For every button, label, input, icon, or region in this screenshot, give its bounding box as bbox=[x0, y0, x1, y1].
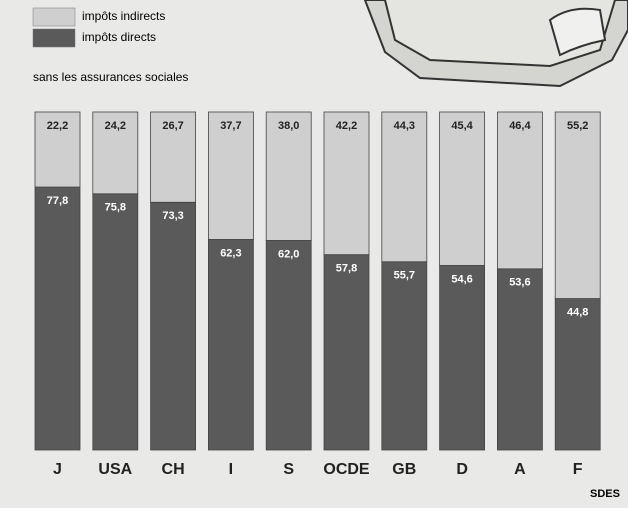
value-label: 46,4 bbox=[509, 120, 531, 132]
bar-segment bbox=[34, 111, 81, 188]
x-tick-label: A bbox=[514, 461, 526, 478]
legend-swatch bbox=[32, 28, 76, 48]
bar-segment bbox=[150, 111, 197, 203]
bar-segment bbox=[92, 111, 139, 195]
value-label: 38,0 bbox=[278, 120, 299, 132]
value-label: 73,3 bbox=[162, 210, 183, 222]
value-label: 22,2 bbox=[47, 120, 68, 132]
value-label: 44,8 bbox=[567, 306, 588, 318]
bar-segment bbox=[554, 298, 601, 451]
value-label: 44,3 bbox=[394, 120, 415, 132]
x-tick-label: I bbox=[229, 461, 233, 478]
legend-label: impôts directs bbox=[82, 30, 156, 44]
value-label: 42,2 bbox=[336, 120, 357, 132]
legend-label: impôts indirects bbox=[82, 9, 165, 23]
value-label: 54,6 bbox=[451, 273, 472, 285]
bar-segment bbox=[323, 254, 370, 451]
bar-segment bbox=[265, 240, 312, 451]
bar-segment bbox=[439, 111, 486, 266]
value-label: 26,7 bbox=[162, 120, 183, 132]
x-tick-label: OCDE bbox=[323, 461, 370, 478]
x-tick-label: S bbox=[283, 461, 294, 478]
illustration bbox=[363, 0, 628, 88]
x-tick-label: GB bbox=[392, 461, 416, 478]
x-tick-label: J bbox=[53, 461, 62, 478]
bar-segment bbox=[34, 186, 81, 451]
value-label: 62,3 bbox=[220, 247, 241, 259]
bar-segment bbox=[92, 193, 139, 451]
value-label: 53,6 bbox=[509, 277, 530, 289]
bar-segment bbox=[323, 111, 370, 256]
source: SDES bbox=[590, 488, 620, 500]
x-tick-label: USA bbox=[98, 461, 132, 478]
value-label: 55,7 bbox=[394, 270, 415, 282]
x-tick-label: D bbox=[456, 461, 468, 478]
value-label: 62,0 bbox=[278, 248, 299, 260]
legend-swatch bbox=[32, 7, 76, 27]
value-label: 45,4 bbox=[451, 120, 473, 132]
bar-segment bbox=[496, 268, 543, 451]
bar-segment bbox=[554, 111, 601, 299]
bar-segment bbox=[381, 261, 428, 451]
bar-segment bbox=[207, 239, 254, 451]
bar-segment bbox=[207, 111, 254, 240]
value-label: 77,8 bbox=[47, 195, 68, 207]
bar-segment bbox=[150, 201, 197, 451]
x-tick-label: CH bbox=[162, 461, 185, 478]
bar-segment bbox=[265, 111, 312, 241]
value-label: 75,8 bbox=[105, 202, 126, 214]
value-label: 55,2 bbox=[567, 120, 588, 132]
bar-segment bbox=[496, 111, 543, 270]
value-label: 57,8 bbox=[336, 263, 357, 275]
x-tick-label: F bbox=[573, 461, 583, 478]
subtitle: sans les assurances sociales bbox=[33, 70, 188, 84]
bar-segment bbox=[381, 111, 428, 263]
value-label: 24,2 bbox=[105, 120, 126, 132]
bar-segment bbox=[439, 265, 486, 451]
value-label: 37,7 bbox=[220, 120, 241, 132]
